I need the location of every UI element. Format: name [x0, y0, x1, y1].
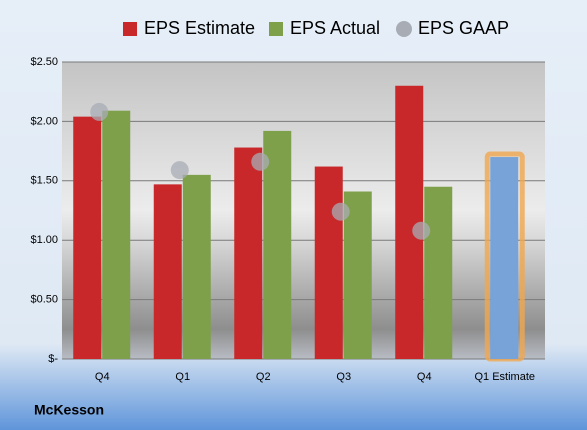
- bar: [102, 110, 131, 359]
- x-tick-label: Q1 Estimate: [474, 371, 535, 383]
- bar: [314, 166, 343, 359]
- x-tick-label: Q3: [336, 371, 351, 383]
- x-tick-label: Q2: [256, 371, 271, 383]
- legend-label: EPS Estimate: [144, 18, 255, 38]
- legend-marker: [269, 22, 283, 36]
- bar: [490, 157, 519, 359]
- gaap-marker: [90, 102, 109, 121]
- x-tick-label: Q4: [95, 371, 110, 383]
- legend-marker: [123, 22, 137, 36]
- y-tick-label: $0.50: [30, 294, 58, 306]
- legend-marker: [396, 21, 412, 37]
- gaap-marker: [412, 221, 431, 240]
- y-tick-label: $1.00: [30, 234, 58, 246]
- gaap-marker: [251, 152, 270, 171]
- y-tick-label: $1.50: [30, 175, 58, 187]
- footer: McKesson: [34, 402, 104, 418]
- y-tick-label: $-: [48, 353, 58, 365]
- gaap-marker: [331, 202, 350, 221]
- x-tick-label: Q4: [417, 371, 432, 383]
- gaap-marker: [170, 161, 189, 180]
- bar: [73, 116, 102, 359]
- bar: [424, 186, 453, 359]
- bar: [153, 184, 182, 359]
- bar: [343, 191, 372, 359]
- bar: [263, 130, 292, 359]
- y-tick-label: $2.00: [30, 115, 58, 127]
- x-tick-label: Q1: [175, 371, 190, 383]
- legend-label: EPS Actual: [290, 18, 380, 38]
- bar: [234, 147, 263, 359]
- legend-label: EPS GAAP: [418, 18, 509, 38]
- y-tick-label: $2.50: [30, 56, 58, 68]
- plot-area: [62, 62, 545, 359]
- bar: [182, 174, 211, 359]
